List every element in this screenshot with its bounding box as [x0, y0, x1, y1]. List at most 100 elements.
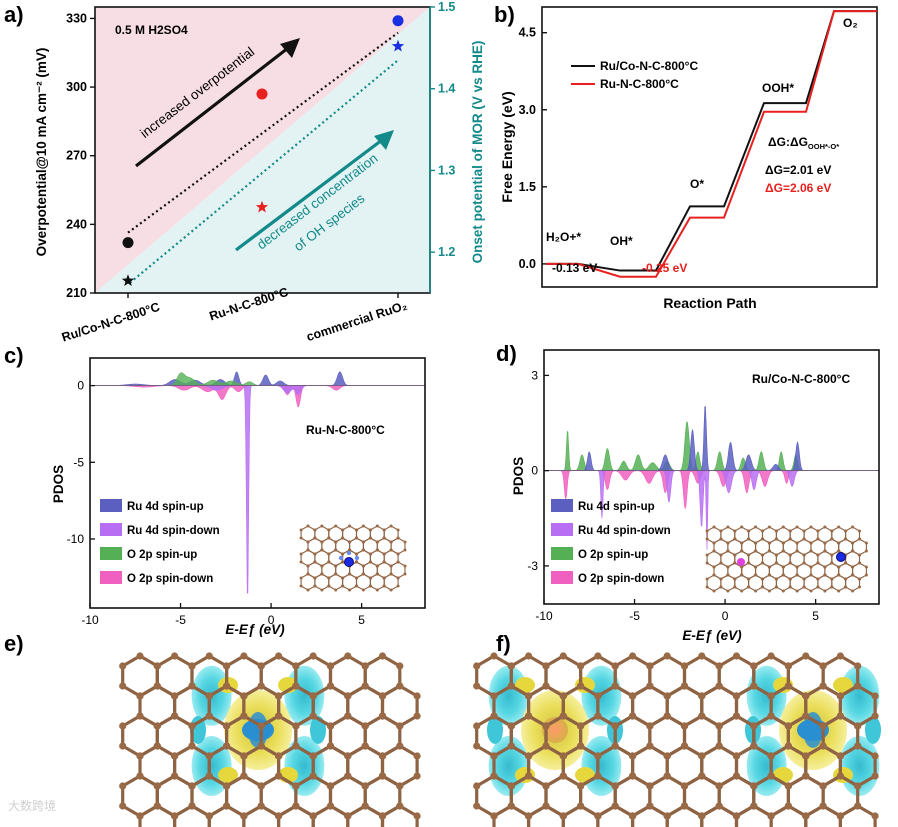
legend-ru-co: Ru/Co-N-C-800°C	[600, 59, 698, 73]
carbon-atom	[712, 525, 716, 529]
carbon-atom	[299, 536, 303, 540]
carbon-atom	[816, 577, 820, 581]
carbon-atom	[542, 802, 550, 810]
carbon-atom	[726, 573, 730, 577]
carbon-atom	[396, 682, 404, 690]
carbon-atom	[774, 577, 778, 581]
carbon-atom	[761, 585, 764, 589]
carbon-atom	[119, 802, 127, 810]
watermark: 大数跨境	[8, 799, 57, 813]
carbon-atom	[858, 561, 861, 565]
carbon-atom	[732, 652, 741, 660]
carbon-atom	[837, 565, 841, 569]
carbon-atom	[119, 782, 127, 790]
carbon-atom	[750, 722, 758, 730]
carbon-atom	[559, 772, 567, 780]
carbon-ring	[845, 574, 861, 592]
carbon-atom	[413, 692, 421, 700]
carbon-atom	[309, 692, 317, 700]
carbon-atom	[188, 662, 196, 670]
carbon-atom	[802, 752, 810, 760]
carbon-atom	[368, 536, 372, 540]
ru-center	[248, 712, 268, 748]
carbon-atom	[309, 752, 317, 760]
carbon-atom	[836, 752, 845, 760]
carbon-atom	[559, 752, 567, 760]
pdos-area-ru-up	[89, 371, 426, 386]
carbon-atom	[767, 712, 775, 720]
decreased-oh-arrow	[235, 130, 394, 252]
carbon-atom	[326, 802, 335, 810]
carbon-atom	[320, 588, 324, 592]
carbon-atom	[375, 540, 379, 544]
pdos-curves-d	[543, 406, 880, 551]
carbon-atom	[705, 585, 709, 589]
carbon-atom	[326, 782, 335, 790]
co-atom	[737, 558, 745, 566]
carbon-ring	[817, 574, 833, 592]
carbon-atom	[205, 692, 213, 700]
carbon-atom	[490, 712, 498, 720]
carbon-atom	[355, 584, 358, 588]
carbon-atom	[507, 742, 515, 750]
panel-d-label: d)	[496, 341, 517, 366]
carbon-atom	[413, 752, 421, 760]
carbon-atom	[153, 682, 161, 690]
y-tick-label: -3	[527, 559, 538, 573]
carbon-ring	[748, 574, 764, 592]
pdos-area-o-up	[89, 372, 426, 386]
legend-swatch	[100, 547, 122, 560]
carbon-atom	[774, 529, 778, 533]
carbon-atom	[698, 652, 706, 660]
carbon-atom	[348, 588, 352, 592]
carbon-atom	[767, 772, 775, 780]
carbon-atom	[767, 541, 771, 545]
carbon-atom	[136, 772, 144, 780]
carbon-atom	[823, 573, 827, 577]
carbon-atom	[341, 528, 345, 532]
carbon-atom	[153, 722, 161, 730]
carbon-atom	[830, 561, 834, 565]
carbon-ring	[720, 574, 736, 592]
carbon-atom	[795, 573, 799, 577]
b-min-red: -0.25 eV	[642, 261, 687, 275]
carbon-atom	[754, 565, 758, 569]
carbon-atom	[542, 682, 550, 690]
carbon-atom	[396, 552, 400, 556]
b-dg-title: ΔG:ΔGOOH*-O*	[768, 135, 839, 151]
carbon-atom	[712, 549, 716, 553]
legend-label: O 2p spin-down	[578, 573, 664, 585]
carbon-atom	[473, 782, 481, 790]
carbon-atom	[396, 802, 404, 810]
carbon-atom	[726, 549, 730, 553]
ru-center	[803, 712, 823, 748]
carbon-atom	[698, 752, 706, 760]
carbon-atom	[802, 812, 810, 820]
panel-b: b) 0.0 1.5 3.0 4.5 Free Energy (eV) Reactio…	[494, 2, 878, 311]
b-axis-ticks: 0.0 1.5 3.0 4.5	[519, 26, 547, 271]
carbon-atom	[257, 742, 265, 750]
carbon-atom	[223, 802, 231, 810]
free-energy-path	[546, 10, 877, 278]
n-atom	[338, 555, 344, 561]
carbon-atom	[802, 652, 810, 660]
carbon-atom	[292, 662, 300, 670]
carbon-atom	[375, 564, 379, 568]
carbon-atom	[594, 652, 602, 660]
carbon-atom	[774, 553, 778, 557]
carbon-atom	[871, 752, 879, 760]
c-y-axis-label: PDOS	[51, 465, 66, 503]
carbon-atom	[795, 589, 799, 593]
carbon-atom	[705, 577, 709, 581]
carbon-atom	[816, 529, 820, 533]
carbon-atom	[368, 552, 372, 556]
carbon-ring	[789, 574, 805, 592]
carbon-atom	[802, 585, 806, 589]
carbon-atom	[382, 536, 386, 540]
carbon-atom	[629, 752, 637, 760]
carbon-atom	[375, 572, 379, 576]
carbon-atom	[136, 692, 144, 700]
carbon-atom	[525, 692, 533, 700]
carbon-atom	[334, 588, 338, 592]
carbon-atom	[837, 589, 841, 593]
